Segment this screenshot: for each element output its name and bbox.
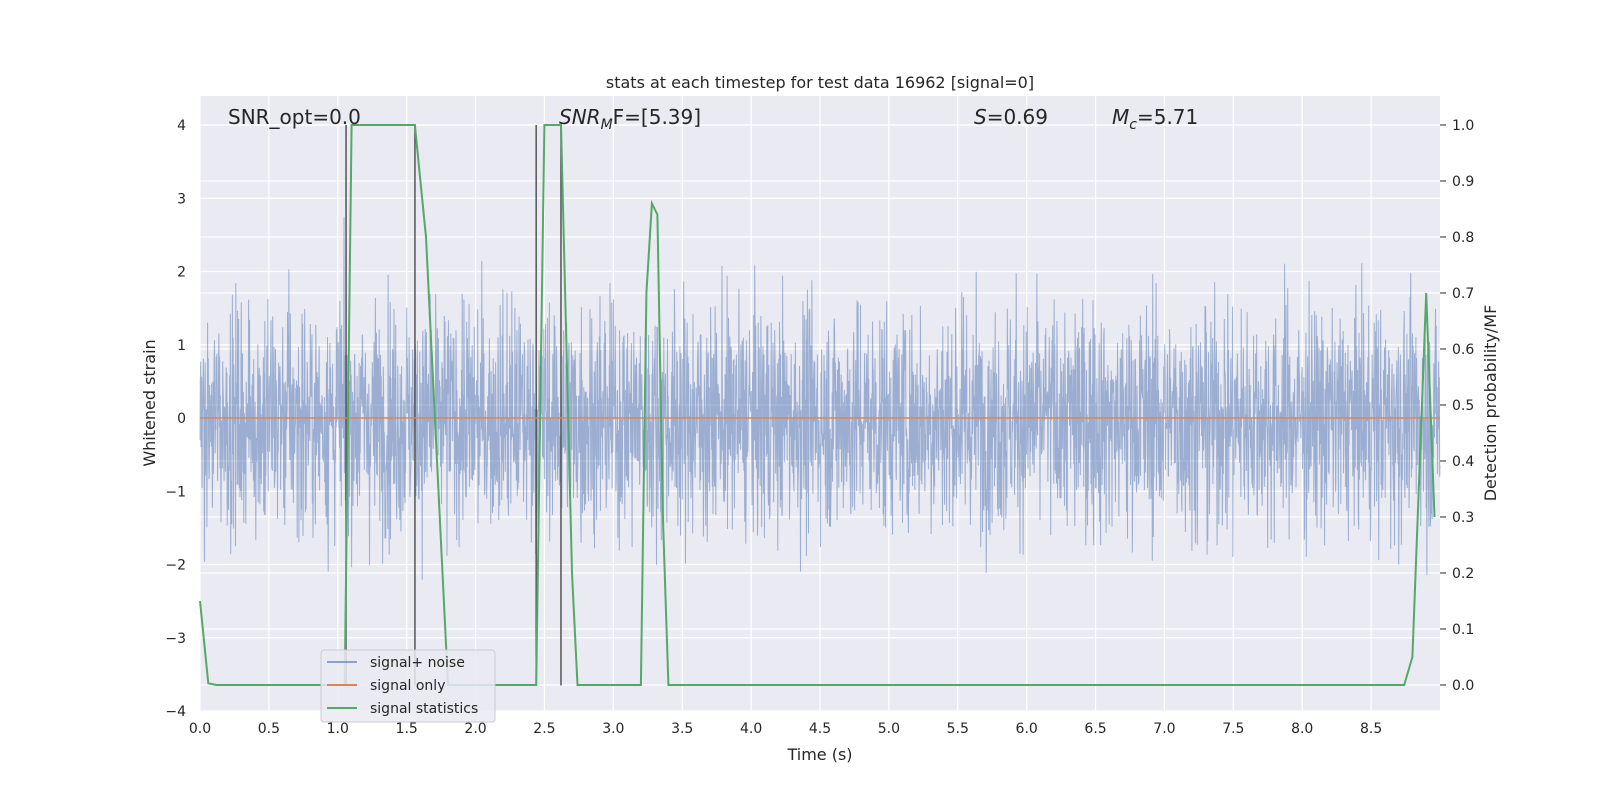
chart-title: stats at each timestep for test data 169… (606, 73, 1034, 92)
y2-axis-label: Detection probability/MF (1481, 305, 1500, 502)
snr-mf-prefix: SNR (559, 105, 601, 129)
tick-labels: 0.0 0.5 1.0 1.5 2.0 2.5 3.0 3.5 4.0 4.5 5.0 5.5 6.0 6… (165, 118, 1474, 737)
s-prefix: S (974, 105, 987, 129)
y-tick-label: 0 (177, 411, 186, 427)
series-signal-plus-noise (199, 217, 1441, 580)
legend: signal+ noise signal only signal statist… (320, 649, 496, 723)
y-tick-label: −3 (165, 631, 186, 647)
mc-prefix: M (1112, 105, 1129, 129)
y2-tick-label: 0.3 (1452, 510, 1474, 526)
x-tick-label: 5.5 (947, 721, 969, 737)
x-tick-label: 1.0 (327, 721, 349, 737)
y2-tick-label: 0.5 (1452, 398, 1474, 414)
x-tick-label: 0.5 (258, 721, 280, 737)
legend-label-signal-only: signal only (370, 678, 445, 694)
x-tick-label: 8.5 (1360, 721, 1382, 737)
annotation-mc: Mc=5.71 (1112, 105, 1198, 133)
y2-tick-label: 0.1 (1452, 622, 1474, 638)
y-tick-label: 2 (177, 265, 186, 281)
x-tick-label: 1.5 (396, 721, 418, 737)
y-tick-label: −4 (165, 704, 186, 720)
x-tick-label: 4.5 (809, 721, 831, 737)
y2-tick-label: 0.8 (1452, 230, 1474, 246)
y2-tick-label: 0.4 (1452, 454, 1474, 470)
x-tick-label: 5.0 (878, 721, 900, 737)
snr-mf-sub: M (601, 117, 613, 133)
series-signal-statistics (199, 124, 1436, 686)
x-tick-label: 7.0 (1153, 721, 1175, 737)
x-tick-label: 2.5 (533, 721, 555, 737)
y-tick-label: −2 (165, 558, 186, 574)
x-axis-label: Time (s) (786, 745, 852, 764)
y2-tick-label: 0.2 (1452, 566, 1474, 582)
x-tick-label: 4.0 (740, 721, 762, 737)
annotation-snr-mf: SNRMF=[5.39] (559, 105, 701, 133)
x-tick-label: 3.5 (671, 721, 693, 737)
legend-label-statistics: signal statistics (370, 701, 478, 717)
y2-tick-label: 1.0 (1452, 118, 1474, 134)
y-axis-label: Whitened strain (140, 339, 159, 466)
x-tick-label: 8.0 (1291, 721, 1313, 737)
mc-suffix: =5.71 (1137, 105, 1198, 129)
noise-line (199, 217, 1441, 580)
x-tick-label: 0.0 (189, 721, 211, 737)
y-tick-label: 4 (177, 118, 186, 134)
x-tick-label: 6.0 (1016, 721, 1038, 737)
x-tick-label: 7.5 (1222, 721, 1244, 737)
y2-tick-label: 0.0 (1452, 678, 1474, 694)
y-tick-label: 3 (177, 191, 186, 207)
snr-mf-suffix: F=[5.39] (613, 105, 701, 129)
s-suffix: =0.69 (987, 105, 1048, 129)
y-tick-label: −1 (165, 484, 186, 500)
annotation-snr-opt: SNR_opt=0.0 (228, 105, 361, 129)
x-tick-label: 2.0 (464, 721, 486, 737)
x-tick-label: 6.5 (1084, 721, 1106, 737)
legend-label-noise: signal+ noise (370, 655, 465, 671)
mc-sub: c (1129, 117, 1137, 133)
y2-tick-label: 0.6 (1452, 342, 1474, 358)
legend-box (320, 649, 496, 723)
y2-tick-label: 0.9 (1452, 174, 1474, 190)
y-tick-label: 1 (177, 338, 186, 354)
y2-tick-label: 0.7 (1452, 286, 1474, 302)
x-tick-label: 3.0 (602, 721, 624, 737)
annotation-s: S=0.69 (974, 105, 1048, 129)
statistics-line (199, 124, 1436, 686)
